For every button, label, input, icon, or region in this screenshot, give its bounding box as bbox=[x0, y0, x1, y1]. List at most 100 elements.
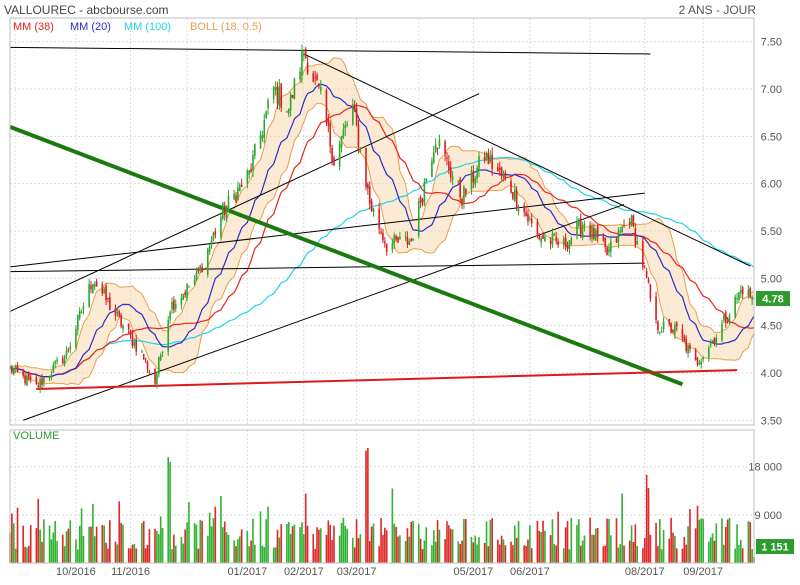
volume-bar bbox=[174, 545, 177, 563]
candle-body bbox=[114, 307, 117, 316]
candle-body bbox=[602, 236, 605, 241]
candle-body bbox=[173, 300, 175, 311]
volume-bar bbox=[225, 532, 228, 563]
volume-bar bbox=[50, 539, 53, 563]
candle-body bbox=[649, 284, 652, 299]
candle-body bbox=[604, 237, 607, 247]
volume-bar bbox=[500, 535, 503, 563]
volume-bar bbox=[724, 526, 727, 563]
candle-body bbox=[246, 170, 249, 184]
candle-body bbox=[75, 328, 77, 348]
volume-bar bbox=[419, 538, 422, 563]
volume-bar bbox=[92, 503, 94, 563]
volume-bar bbox=[109, 520, 111, 563]
candle-body bbox=[741, 287, 744, 295]
volume-bar bbox=[694, 528, 697, 563]
candle-body bbox=[619, 230, 622, 232]
volume-bar bbox=[408, 536, 411, 563]
volume-bar bbox=[642, 548, 644, 563]
volume-bar bbox=[570, 517, 573, 563]
candle-body bbox=[726, 321, 729, 323]
candle-body bbox=[395, 236, 397, 240]
candle-body bbox=[728, 315, 731, 324]
candle-body bbox=[736, 297, 738, 300]
candle-body bbox=[410, 238, 413, 241]
candle-body bbox=[391, 243, 394, 250]
volume-bar bbox=[93, 536, 96, 563]
candle-body bbox=[393, 235, 396, 244]
volume-bar bbox=[608, 519, 610, 563]
candle-body bbox=[50, 374, 53, 377]
volume-bar bbox=[602, 546, 605, 563]
candle-body bbox=[48, 376, 51, 379]
trendline bbox=[9, 46, 651, 55]
volume-bar bbox=[615, 518, 618, 563]
volume-bar bbox=[65, 531, 68, 563]
volume-bar bbox=[357, 538, 360, 563]
volume-bar bbox=[82, 535, 85, 563]
volume-bar bbox=[41, 541, 43, 563]
candle-body bbox=[355, 107, 358, 125]
trendline bbox=[36, 369, 738, 391]
volume-bar bbox=[687, 526, 689, 563]
candle-body bbox=[12, 369, 15, 375]
candle-body bbox=[227, 196, 230, 209]
candle-body bbox=[397, 237, 399, 243]
candle-body bbox=[116, 312, 119, 314]
candle-body bbox=[237, 187, 239, 200]
candle-body bbox=[43, 377, 45, 383]
candle-body bbox=[698, 363, 701, 365]
volume-bar bbox=[432, 530, 435, 563]
volume-bar bbox=[135, 548, 138, 563]
volume-bar bbox=[736, 524, 738, 563]
candle-body bbox=[16, 365, 19, 372]
candle-body bbox=[461, 198, 463, 206]
candle-body bbox=[261, 135, 264, 139]
volume-bar bbox=[365, 450, 367, 563]
candle-body bbox=[476, 167, 478, 179]
candle-body bbox=[674, 324, 676, 335]
volume-bar bbox=[619, 544, 622, 563]
volume-label: VOLUME bbox=[13, 430, 59, 442]
volume-bar bbox=[287, 521, 290, 563]
candle-body bbox=[497, 167, 499, 172]
volume-bar bbox=[63, 546, 66, 563]
candle-body bbox=[681, 328, 684, 338]
candle-body bbox=[593, 228, 595, 240]
volume-bar bbox=[606, 518, 608, 563]
volume-bar bbox=[593, 534, 595, 563]
candle-body bbox=[63, 356, 66, 364]
volume-bar bbox=[674, 535, 676, 563]
volume-bar bbox=[14, 548, 17, 563]
candle-body bbox=[238, 184, 241, 191]
volume-bar bbox=[538, 530, 541, 563]
candle-body bbox=[448, 161, 450, 171]
candle-body bbox=[318, 83, 320, 87]
candle-body bbox=[233, 193, 235, 200]
volume-bar bbox=[52, 532, 55, 563]
volume-bar bbox=[141, 522, 143, 563]
y-tick-label: 7.50 bbox=[761, 37, 782, 49]
candle-body bbox=[287, 108, 290, 114]
candle-body bbox=[157, 357, 160, 375]
volume-bar bbox=[470, 537, 473, 563]
candle-body bbox=[404, 236, 407, 238]
volume-bar bbox=[107, 548, 109, 563]
volume-bar bbox=[370, 526, 373, 563]
candle-body bbox=[527, 213, 529, 222]
candle-body bbox=[286, 111, 288, 113]
volume-bar bbox=[157, 534, 160, 563]
volume-bar bbox=[199, 519, 202, 563]
volume-bar bbox=[56, 541, 58, 563]
volume-bar bbox=[617, 547, 620, 563]
volume-bar bbox=[399, 535, 401, 563]
candle-body bbox=[696, 357, 699, 365]
candle-body bbox=[82, 306, 85, 310]
candle-body bbox=[747, 289, 750, 296]
volume-bar bbox=[397, 536, 399, 563]
candle-body bbox=[186, 283, 188, 299]
x-tick-label: 10/2016 bbox=[56, 566, 96, 578]
candle-body bbox=[39, 379, 41, 389]
volume-bar bbox=[568, 549, 571, 563]
